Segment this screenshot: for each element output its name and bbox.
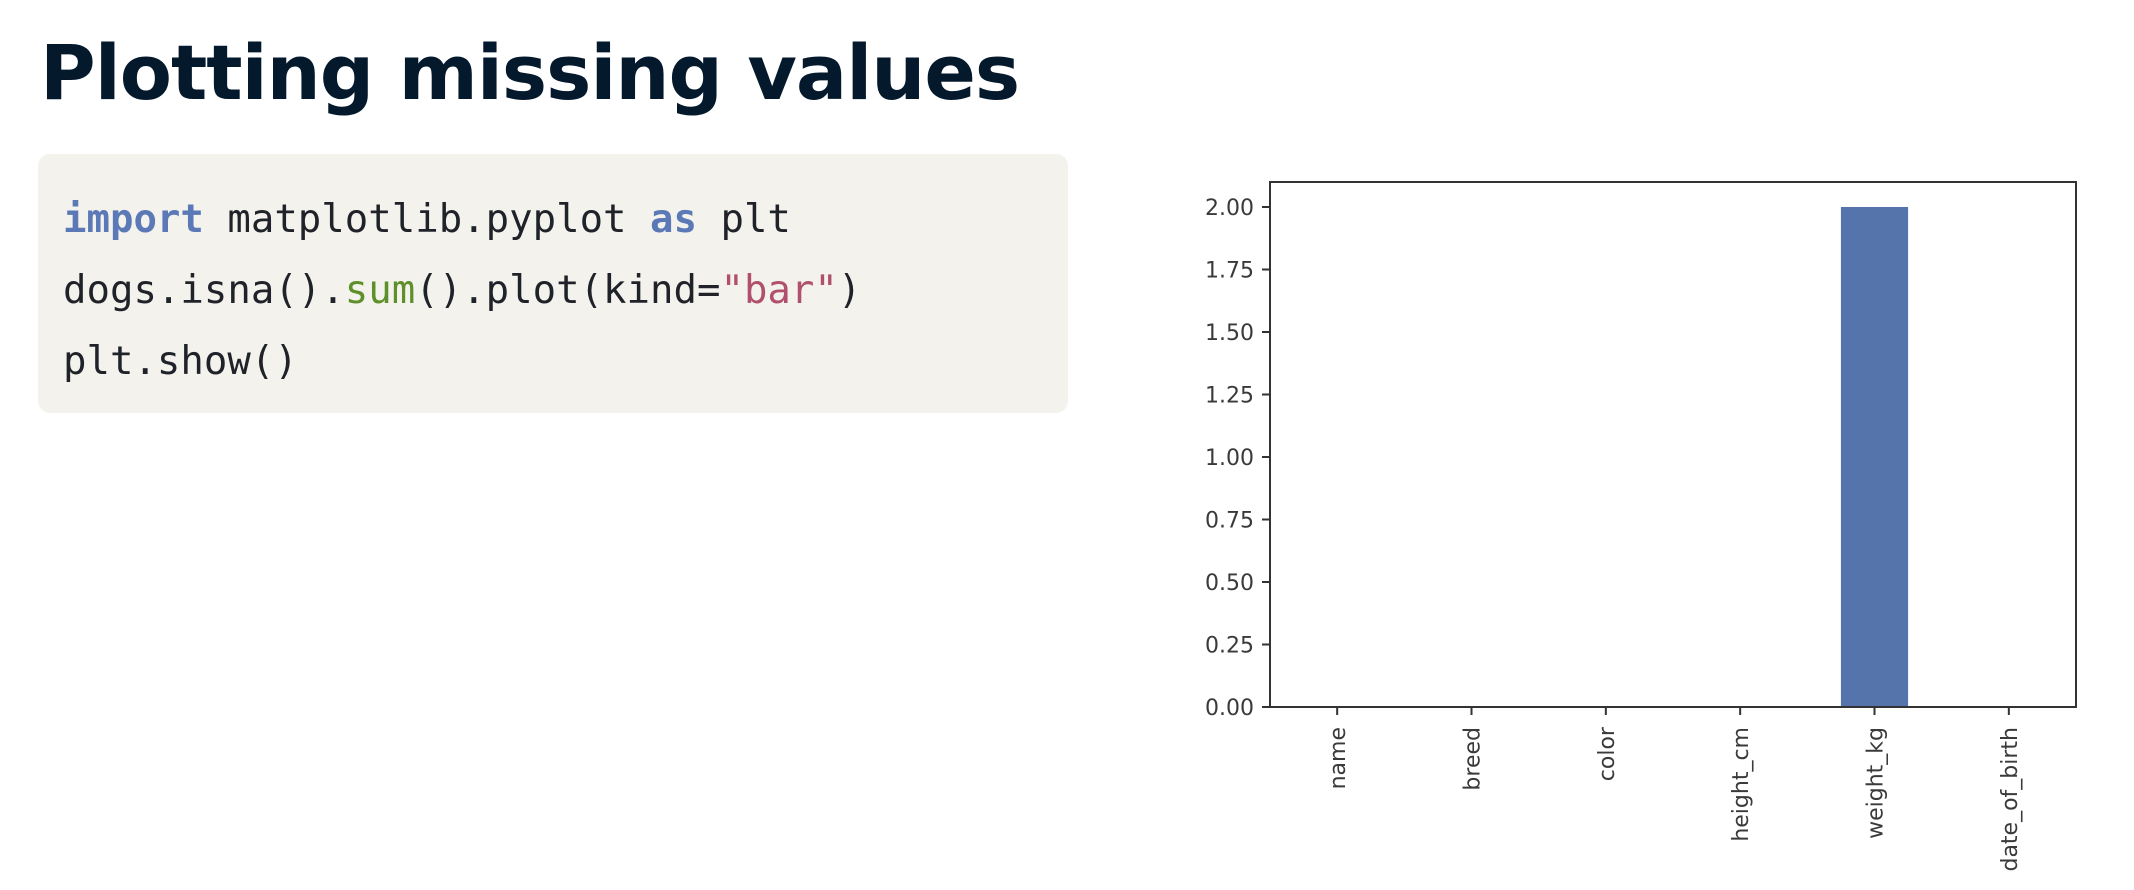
code-token: "bar" xyxy=(720,268,838,313)
code-token: ) xyxy=(837,268,862,313)
code-token: plt xyxy=(696,197,791,242)
code-token: matplotlib.pyplot xyxy=(203,197,651,242)
code-token: plt.show() xyxy=(63,339,298,384)
code-token: sum xyxy=(344,268,416,313)
y-tick-label: 2.00 xyxy=(1205,196,1254,221)
y-tick-label: 0.75 xyxy=(1205,509,1254,534)
code-block: import matplotlib.pyplot as plt dogs.isn… xyxy=(38,154,1068,413)
y-tick-label: 1.75 xyxy=(1205,259,1254,284)
code-line-2: dogs.isna().sum().plot(kind="bar") xyxy=(63,255,1043,326)
code-line-1: import matplotlib.pyplot as plt xyxy=(63,184,1043,255)
x-tick-label: color xyxy=(1595,726,1620,781)
y-tick-label: 0.25 xyxy=(1205,634,1254,659)
plot-frame xyxy=(1269,181,2077,708)
slide-title: Plotting missing values xyxy=(40,28,1020,117)
y-tick-label: 0.00 xyxy=(1205,696,1254,721)
x-tick-label: date_of_birth xyxy=(1998,727,2023,872)
x-tick-label: height_cm xyxy=(1729,727,1754,842)
code-token: ().plot(kind= xyxy=(415,268,721,313)
y-tick-label: 0.50 xyxy=(1205,571,1254,596)
x-tick-label: weight_kg xyxy=(1864,727,1889,839)
x-tick-label: name xyxy=(1326,727,1351,789)
y-tick-label: 1.25 xyxy=(1205,384,1254,409)
code-line-3: plt.show() xyxy=(63,326,1043,397)
code-token: dogs.isna(). xyxy=(63,268,345,313)
code-token: import xyxy=(63,197,204,242)
y-tick-label: 1.00 xyxy=(1205,446,1254,471)
x-tick-label: breed xyxy=(1461,727,1486,791)
y-tick-label: 1.50 xyxy=(1205,321,1254,346)
code-token: as xyxy=(650,197,697,242)
bar-weight_kg xyxy=(1840,207,1909,707)
